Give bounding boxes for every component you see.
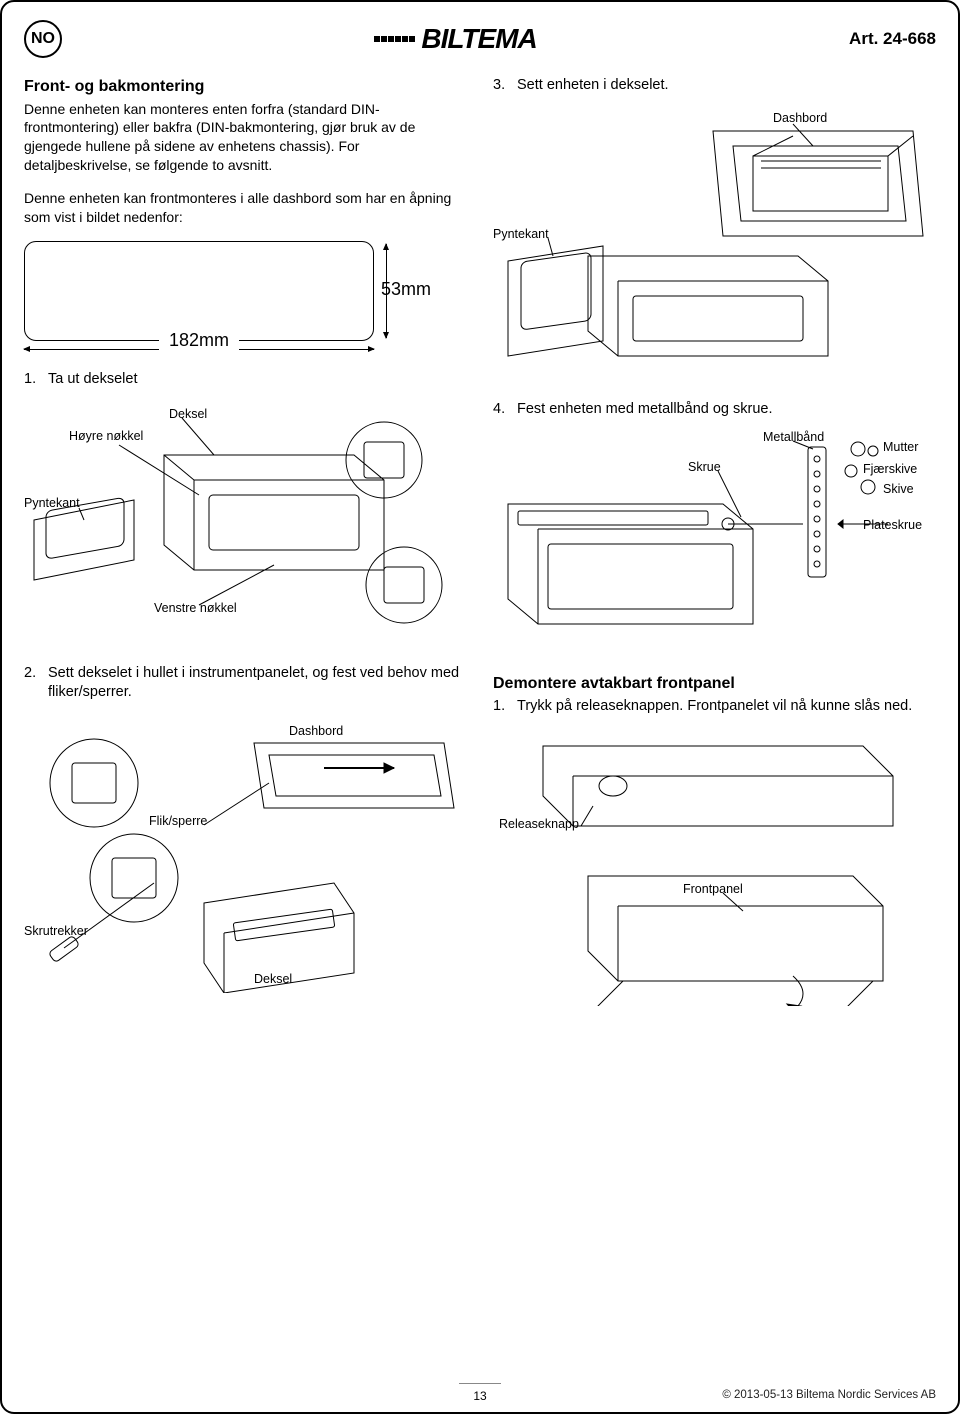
callout-releaseknapp: Releaseknapp [499,816,579,833]
figure-2-svg [24,713,464,993]
article-number: Art. 24-668 [849,28,936,51]
callout-pyntekant-3: Pyntekant [493,226,549,243]
page-frame: NO BILTEMA Art. 24-668 Front- og bakmont… [0,0,960,1414]
callout-mutter: Mutter [883,439,918,456]
step-4-text: Fest enheten med metallbånd og skrue. [517,400,773,420]
step-1-text: Ta ut dekselet [48,370,137,390]
brand-flag-icon [374,36,415,42]
step-4-number: 4. [493,400,511,420]
intro-paragraph: Denne enheten kan monteres enten forfra … [24,100,467,176]
content-columns: Front- og bakmontering Denne enheten kan… [24,76,936,1030]
step-2: 2. Sett dekselet i hullet i instrumentpa… [24,664,467,703]
sub-paragraph: Denne enheten kan frontmonteres i alle d… [24,189,467,227]
step-3-text: Sett enheten i dekselet. [517,76,669,96]
language-badge: NO [24,20,62,58]
right-column: 3. Sett enheten i dekselet. Dashbord Pyn… [493,76,936,1030]
page-number: 13 [459,1383,500,1404]
section-title-demount: Demontere avtakbart frontpanel [493,673,936,695]
callout-fjaerskive: Fjærskive [863,461,917,478]
callout-skrue: Skrue [688,459,721,476]
demount-step-1: 1. Trykk på releaseknappen. Frontpanelet… [493,697,936,717]
callout-plateskrue: Plateskrue [863,517,922,534]
figure-insert-cover: Dashbord Flik/sperre Skrutrekker Deksel [24,713,467,993]
copyright-text: © 2013-05-13 Biltema Nordic Services AB [722,1388,936,1404]
figure-3-svg [493,106,933,376]
callout-metallband: Metallbånd [763,429,824,446]
callout-skrutrekker: Skrutrekker [24,923,88,940]
step-1-number: 1. [24,370,42,390]
brand-logo: BILTEMA [374,20,536,58]
left-column: Front- og bakmontering Denne enheten kan… [24,76,467,1030]
figure-remove-frontpanel: Releaseknapp Frontpanel [493,726,936,1006]
callout-skive: Skive [883,481,914,498]
callout-flik: Flik/sperre [149,813,207,830]
callout-deksel-2: Deksel [254,971,292,988]
callout-hoyre-nokkel: Høyre nøkkel [69,428,143,445]
opening-dimension-diagram: 53mm 182mm [24,241,374,352]
dim-width-label: 182mm [159,328,239,352]
opening-rect: 53mm [24,241,374,341]
step-2-number: 2. [24,664,42,703]
callout-pyntekant: Pyntekant [24,495,80,512]
callout-dashbord-2: Dashbord [289,723,343,740]
figure-remove-cover: Pyntekant Høyre nøkkel Deksel Venstre nø… [24,400,467,640]
step-3: 3. Sett enheten i dekselet. [493,76,936,96]
step-4: 4. Fest enheten med metallbånd og skrue. [493,400,936,420]
page-header: NO BILTEMA Art. 24-668 [24,20,936,58]
demount-step-1-text: Trykk på releaseknappen. Frontpanelet vi… [517,697,912,717]
step-1: 1. Ta ut dekselet [24,370,467,390]
callout-dashbord-3: Dashbord [773,110,827,127]
callout-frontpanel: Frontpanel [683,881,743,898]
figure-fasten-strap: Metallbånd Mutter Skrue Fjærskive Skive … [493,429,936,649]
callout-deksel: Deksel [169,406,207,423]
step-3-number: 3. [493,76,511,96]
dim-height-label: 53mm [381,277,431,301]
figure-insert-unit: Dashbord Pyntekant [493,106,936,376]
step-2-text: Sett dekselet i hullet i instrumentpanel… [48,664,467,703]
callout-venstre-nokkel: Venstre nøkkel [154,600,237,617]
demount-step-1-number: 1. [493,697,511,717]
figure-5-svg [493,726,933,1006]
section-title-front-back: Front- og bakmontering [24,76,467,98]
brand-text: BILTEMA [421,20,536,58]
